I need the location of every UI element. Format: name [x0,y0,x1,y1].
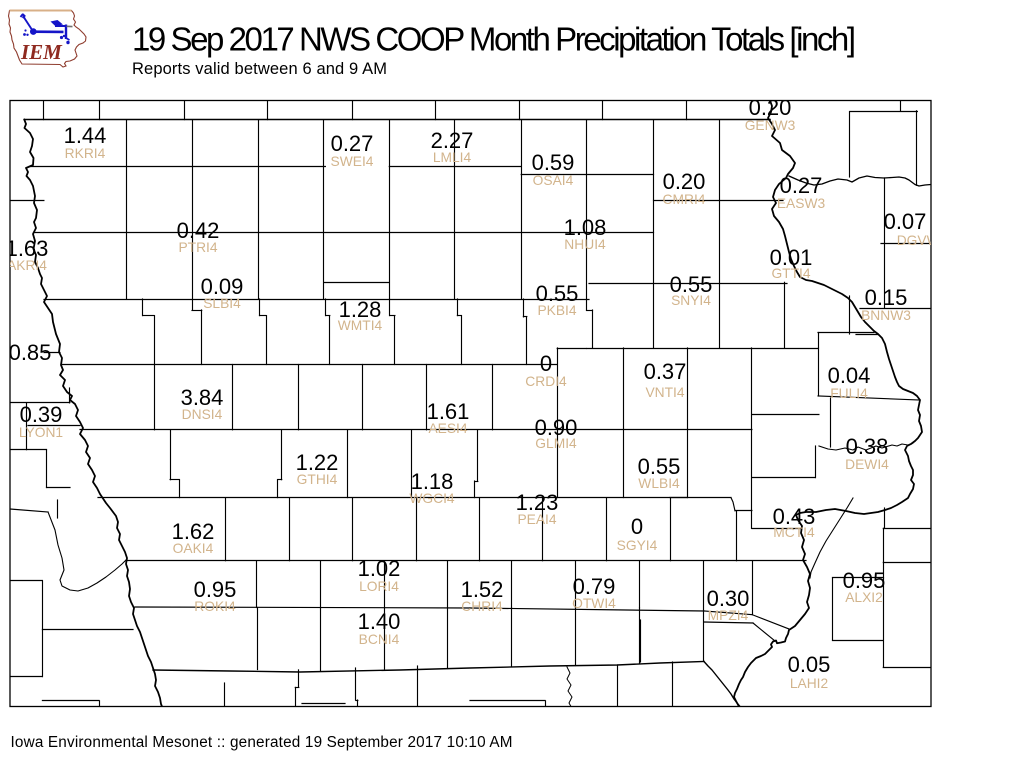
svg-text:0.39: 0.39 [20,402,63,427]
svg-text:WMTI4: WMTI4 [338,318,383,333]
svg-text:0.79: 0.79 [573,574,616,599]
svg-text:1.62: 1.62 [172,519,215,544]
svg-text:Iowa Environmental Mesonet ::: Iowa Environmental Mesonet :: generated … [11,734,513,751]
svg-text:0.95: 0.95 [843,568,886,593]
svg-text:2.27: 2.27 [431,128,474,153]
svg-text:0.59: 0.59 [532,150,575,175]
svg-text:0: 0 [631,514,643,539]
svg-text:VNTI4: VNTI4 [645,385,684,400]
svg-text:RKRI4: RKRI4 [65,146,106,161]
svg-text:OTWI4: OTWI4 [572,596,616,611]
svg-text:0: 0 [540,351,552,376]
svg-text:PTRI4: PTRI4 [178,240,217,255]
svg-text:MPZI4: MPZI4 [708,608,749,623]
svg-text:FULI4: FULI4 [830,386,868,401]
svg-text:MCTI4: MCTI4 [773,525,815,540]
svg-text:19 Sep 2017 NWS COOP Month Pre: 19 Sep 2017 NWS COOP Month Precipitation… [132,20,856,57]
svg-text:0.90: 0.90 [535,415,578,440]
svg-text:0.01: 0.01 [770,245,813,270]
svg-text:1.18: 1.18 [411,469,454,494]
svg-text:0.20: 0.20 [749,95,792,120]
svg-text:0.04: 0.04 [828,363,871,388]
svg-text:1.02: 1.02 [358,556,401,581]
svg-text:0.43: 0.43 [773,504,816,529]
svg-text:LYON1: LYON1 [19,425,63,440]
svg-text:DEWI4: DEWI4 [845,457,889,472]
svg-text:SNYI4: SNYI4 [671,293,711,308]
svg-text:LAHI2: LAHI2 [790,676,828,691]
svg-text:1.22: 1.22 [296,450,339,475]
svg-text:GLMI4: GLMI4 [535,436,577,451]
svg-text:DGVW3: DGVW3 [897,233,948,248]
svg-text:AESI4: AESI4 [428,421,467,436]
svg-text:1.40: 1.40 [358,609,401,634]
svg-text:0.55: 0.55 [638,454,681,479]
svg-text:0.55: 0.55 [670,272,713,297]
svg-text:1.28: 1.28 [339,297,382,322]
svg-text:ROKI4: ROKI4 [194,599,236,614]
svg-text:GTTI4: GTTI4 [771,266,810,281]
svg-text:NHUI4: NHUI4 [564,237,606,252]
svg-text:PEAI4: PEAI4 [517,512,556,527]
svg-text:3.84: 3.84 [181,385,224,410]
svg-text:EASW3: EASW3 [777,196,826,211]
svg-text:CHRI4: CHRI4 [461,599,503,614]
svg-text:LORI4: LORI4 [359,579,399,594]
svg-text:DNSI4: DNSI4 [182,407,223,422]
svg-text:CRDI4: CRDI4 [525,374,567,389]
svg-text:Reports valid between 6 and 9: Reports valid between 6 and 9 AM [132,60,387,78]
svg-text:LMLI4: LMLI4 [433,150,472,165]
svg-text:0.27: 0.27 [780,173,823,198]
svg-text:0.42: 0.42 [177,218,220,243]
svg-text:1.08: 1.08 [564,215,607,240]
svg-text:1.52: 1.52 [461,577,504,602]
svg-text:1.61: 1.61 [427,399,470,424]
svg-text:GTHI4: GTHI4 [297,472,338,487]
svg-text:PKBI4: PKBI4 [537,303,576,318]
svg-text:BNNW3: BNNW3 [861,308,911,323]
svg-text:GENW3: GENW3 [745,118,796,133]
svg-text:0.05: 0.05 [788,652,831,677]
svg-text:0.95: 0.95 [194,577,237,602]
svg-text:0.20: 0.20 [663,169,706,194]
svg-text:0.55: 0.55 [536,281,579,306]
svg-text:BCNI4: BCNI4 [359,632,400,647]
svg-text:1.23: 1.23 [516,490,559,515]
svg-text:0.30: 0.30 [707,586,750,611]
svg-text:CMRI4: CMRI4 [663,192,706,207]
svg-text:SWEI4: SWEI4 [331,154,374,169]
svg-text:OAKI4: OAKI4 [173,541,214,556]
svg-text:AKRI4: AKRI4 [7,258,47,273]
svg-text:0.85: 0.85 [9,340,52,365]
svg-text:WLBI4: WLBI4 [638,476,680,491]
svg-text:1.63: 1.63 [6,236,49,261]
svg-text:OSAI4: OSAI4 [533,173,574,188]
svg-text:1.44: 1.44 [64,123,107,148]
svg-text:0.27: 0.27 [331,131,374,156]
svg-text:IEM: IEM [20,40,63,64]
svg-text:0.09: 0.09 [201,274,244,299]
svg-text:0.07: 0.07 [884,209,927,234]
svg-text:ALXI2: ALXI2 [845,590,883,605]
svg-text:0.38: 0.38 [846,434,889,459]
svg-text:0.37: 0.37 [644,359,687,384]
svg-text:WGCI4: WGCI4 [409,491,455,506]
svg-text:0.15: 0.15 [865,285,908,310]
svg-text:SGYI4: SGYI4 [617,538,658,553]
svg-text:SLBI4: SLBI4 [203,296,241,311]
